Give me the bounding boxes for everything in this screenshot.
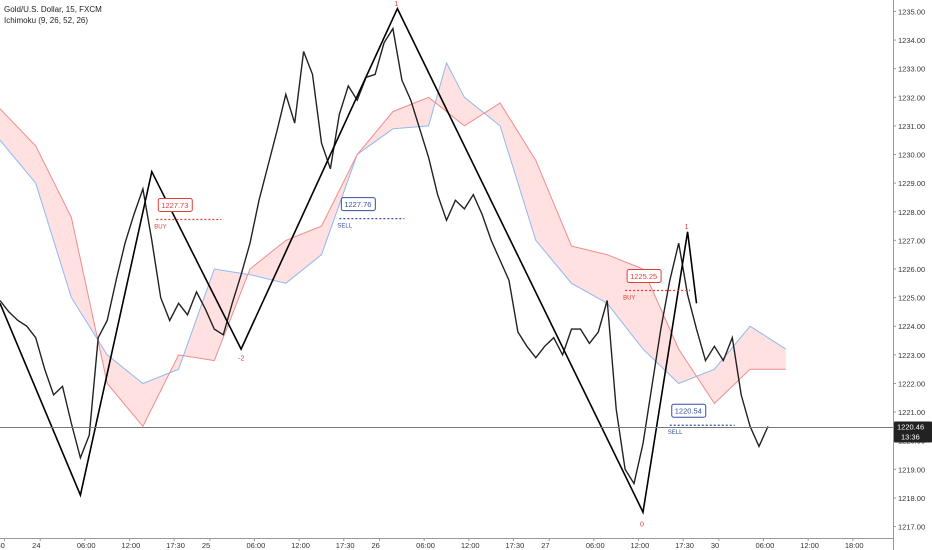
price-series-line bbox=[0, 26, 769, 486]
x-tick-label-8: 17:30 bbox=[336, 541, 355, 550]
x-tick-label-7: 12:00 bbox=[291, 541, 310, 550]
signal-tag-3: SELL bbox=[668, 430, 683, 436]
symbol-title: Gold/U.S. Dollar, 15, FXCM bbox=[4, 5, 102, 14]
pivot-label-2: 0 bbox=[640, 522, 644, 529]
x-tick-label-13: 27 bbox=[541, 541, 549, 550]
y-tick-label-13: 1230.00 bbox=[898, 151, 925, 160]
x-tick-label-3: 12:00 bbox=[121, 541, 140, 550]
y-tick-label-17: 1234.00 bbox=[898, 36, 925, 45]
indicator-title: Ichimoku (9, 26, 52, 26) bbox=[4, 16, 89, 25]
x-tick-label-19: 12:00 bbox=[800, 541, 819, 550]
y-tick-label-5: 1222.00 bbox=[898, 379, 925, 388]
x-tick-label-11: 12:00 bbox=[461, 541, 480, 550]
y-tick-label-1: 1218.00 bbox=[898, 494, 925, 503]
signal-price-label-0: 1227.73 bbox=[161, 201, 188, 210]
y-tick-label-12: 1229.00 bbox=[898, 179, 925, 188]
x-tick-label-18: 06:00 bbox=[756, 541, 775, 550]
chart-legend: Gold/U.S. Dollar, 15, FXCM Ichimoku (9, … bbox=[4, 4, 102, 26]
x-tick-label-6: 06:00 bbox=[247, 541, 266, 550]
y-tick-label-16: 1233.00 bbox=[898, 65, 925, 74]
x-tick-label-0: 30 bbox=[0, 541, 5, 550]
signal-price-box-0[interactable] bbox=[157, 197, 193, 212]
x-tick-label-12: 17:30 bbox=[505, 541, 524, 550]
signal-tag-0: BUY bbox=[154, 224, 166, 230]
signal-price-label-3: 1220.54 bbox=[675, 407, 702, 416]
zigzag-pattern-line bbox=[0, 6, 698, 515]
y-tick-label-6: 1223.00 bbox=[898, 351, 925, 360]
current-price-tag[interactable] bbox=[894, 421, 932, 443]
y-tick-label-18: 1235.00 bbox=[898, 7, 925, 16]
x-tick-label-14: 06:00 bbox=[586, 541, 605, 550]
x-tick-label-10: 06:00 bbox=[416, 541, 435, 550]
pivot-label-1: 1 bbox=[394, 1, 398, 8]
signal-tag-1: SELL bbox=[337, 224, 352, 230]
pivot-label-3: 1 bbox=[685, 224, 689, 231]
signal-tag-2: BUY bbox=[623, 295, 635, 301]
y-tick-label-4: 1221.00 bbox=[898, 408, 925, 417]
y-tick-label-7: 1224.00 bbox=[898, 322, 925, 331]
ichimoku-span-b bbox=[0, 96, 786, 428]
x-tick-label-15: 12:00 bbox=[630, 541, 649, 550]
signal-price-box-1[interactable] bbox=[340, 197, 376, 212]
signal-price-label-2: 1225.25 bbox=[630, 272, 657, 281]
y-tick-label-11: 1228.00 bbox=[898, 208, 925, 217]
pivot-label-0: -2 bbox=[238, 356, 244, 363]
y-tick-label-2: 1219.00 bbox=[898, 465, 925, 474]
x-tick-label-20: 18:00 bbox=[845, 541, 864, 550]
ichimoku-cloud-fill bbox=[0, 63, 786, 427]
y-tick-label-14: 1231.00 bbox=[898, 122, 925, 131]
current-price-time: 13:36 bbox=[901, 433, 920, 442]
x-tick-label-9: 26 bbox=[372, 541, 380, 550]
y-tick-label-9: 1226.00 bbox=[898, 265, 925, 274]
x-tick-label-16: 17:30 bbox=[675, 541, 694, 550]
y-tick-label-10: 1227.00 bbox=[898, 236, 925, 245]
signal-price-box-3[interactable] bbox=[671, 403, 707, 418]
current-price-value: 1220.46 bbox=[897, 423, 924, 432]
y-tick-label-0: 1217.00 bbox=[898, 523, 925, 532]
x-tick-label-5: 25 bbox=[202, 541, 210, 550]
y-tick-label-15: 1232.00 bbox=[898, 93, 925, 102]
x-tick-label-2: 06:00 bbox=[77, 541, 96, 550]
ichimoku-span-a bbox=[0, 61, 787, 385]
x-tick-label-4: 17:30 bbox=[166, 541, 185, 550]
y-tick-label-8: 1225.00 bbox=[898, 294, 925, 303]
x-tick-label-17: 30 bbox=[711, 541, 719, 550]
x-tick-label-1: 24 bbox=[32, 541, 40, 550]
signal-price-label-1: 1227.76 bbox=[344, 200, 371, 209]
signal-price-box-2[interactable] bbox=[626, 268, 662, 283]
